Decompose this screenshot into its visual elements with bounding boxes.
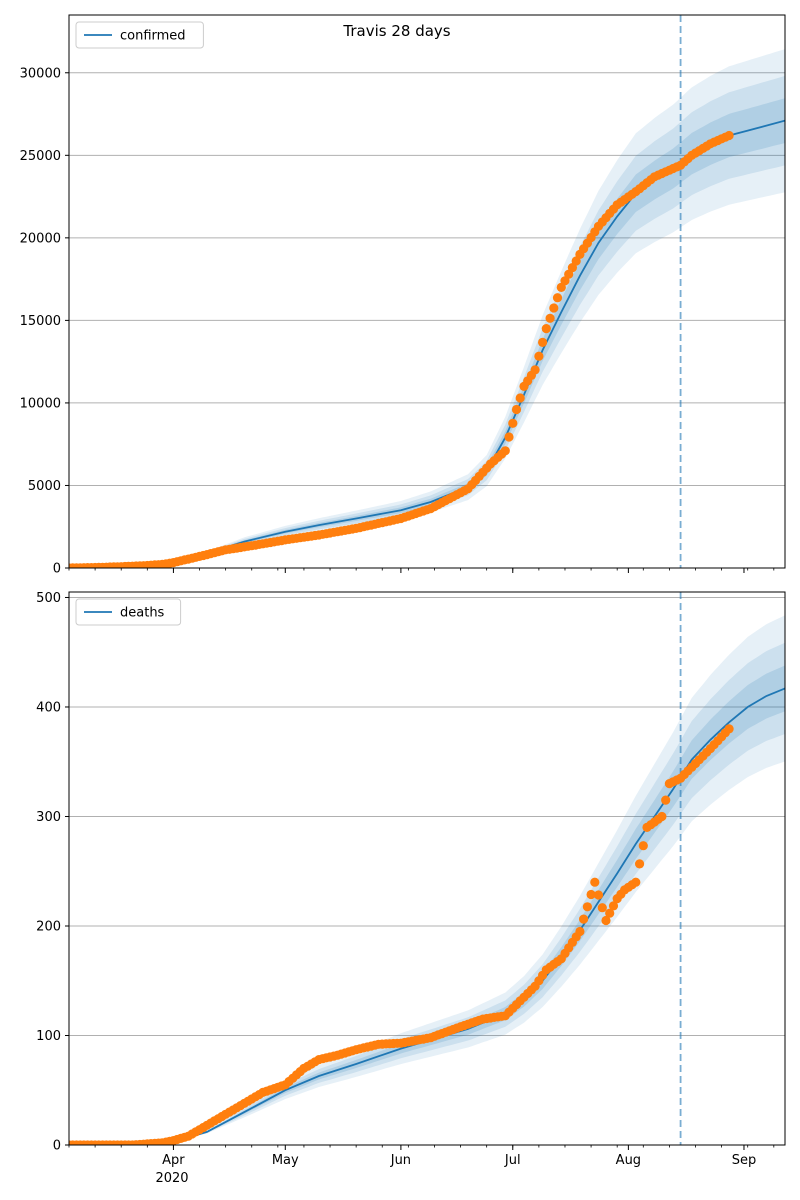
- observed-point: [511, 404, 522, 415]
- x-tick-label: May: [272, 1153, 299, 1168]
- observed-point: [534, 351, 544, 361]
- y-tick-label: 0: [53, 562, 61, 577]
- observed-point: [579, 914, 589, 924]
- y-tick-label: 300: [36, 810, 61, 825]
- legend-label: confirmed: [120, 29, 186, 44]
- observed-point: [586, 889, 596, 900]
- y-tick-label: 25000: [20, 149, 61, 164]
- x-tick-label: Jun: [390, 1153, 411, 1168]
- observed-point: [631, 877, 641, 887]
- observed-point: [538, 337, 548, 347]
- legend: deaths: [75, 598, 182, 626]
- observed-point: [541, 324, 551, 334]
- uncertainty-band: [69, 75, 785, 568]
- observed-point: [635, 859, 645, 869]
- y-tick-label: 20000: [20, 231, 61, 246]
- observed-point: [638, 841, 648, 851]
- x-tick-label: Jul: [504, 1153, 521, 1168]
- y-tick-label: 15000: [20, 314, 61, 329]
- plot-area: [69, 592, 785, 1145]
- observed-point: [545, 313, 555, 323]
- uncertainty-band: [69, 615, 785, 1145]
- observed-point: [605, 908, 615, 918]
- y-tick-label: 0: [53, 1139, 61, 1154]
- y-tick-label: 100: [36, 1029, 61, 1044]
- y-tick-label: 400: [36, 700, 61, 715]
- axes-frame: [68, 14, 786, 569]
- legend: confirmed: [75, 21, 204, 49]
- observed-point: [608, 901, 619, 911]
- legend-box: [75, 598, 182, 626]
- figure-title: Travis 28 days: [342, 22, 450, 40]
- uncertainty-band: [69, 49, 785, 568]
- y-tick-label: 30000: [20, 66, 61, 81]
- plot-area: [69, 15, 785, 568]
- observed-point: [515, 393, 525, 403]
- observed-point: [724, 724, 734, 734]
- axes-frame: [68, 591, 786, 1146]
- chart-deaths: 0 100 200 300 400 500 Apr May Jun Jul Aug Sep deaths: [36, 591, 786, 1168]
- x-tick-label: Aug: [616, 1153, 641, 1168]
- observed-point: [724, 130, 734, 141]
- observed-point: [582, 902, 593, 912]
- observed-point: [552, 293, 563, 303]
- y-tick-label: 200: [36, 919, 61, 934]
- observed-point: [593, 890, 604, 900]
- observed-point: [590, 877, 600, 887]
- observed-point: [530, 365, 540, 375]
- uncertainty-band: [69, 642, 785, 1145]
- observed-point: [549, 303, 559, 313]
- observed-point: [504, 432, 514, 442]
- x-tick-label: Sep: [732, 1153, 757, 1168]
- observed-point: [601, 915, 611, 926]
- chart-confirmed: 0 5000 10000 15000 20000 25000 30000 confirmed: [20, 14, 786, 577]
- y-tick-label: 500: [36, 591, 61, 606]
- x-tick-label: Apr: [162, 1153, 185, 1168]
- observed-point: [597, 903, 607, 913]
- observed-point: [500, 446, 510, 456]
- observed-point: [575, 926, 585, 937]
- legend-box: [75, 21, 204, 49]
- observed-point: [508, 418, 518, 428]
- y-tick-label: 5000: [28, 479, 61, 494]
- x-axis-year-label: 2020: [155, 1171, 188, 1186]
- observed-point: [657, 811, 667, 822]
- y-tick-label: 10000: [20, 396, 61, 411]
- legend-label: deaths: [120, 606, 165, 621]
- observed-point: [661, 795, 671, 805]
